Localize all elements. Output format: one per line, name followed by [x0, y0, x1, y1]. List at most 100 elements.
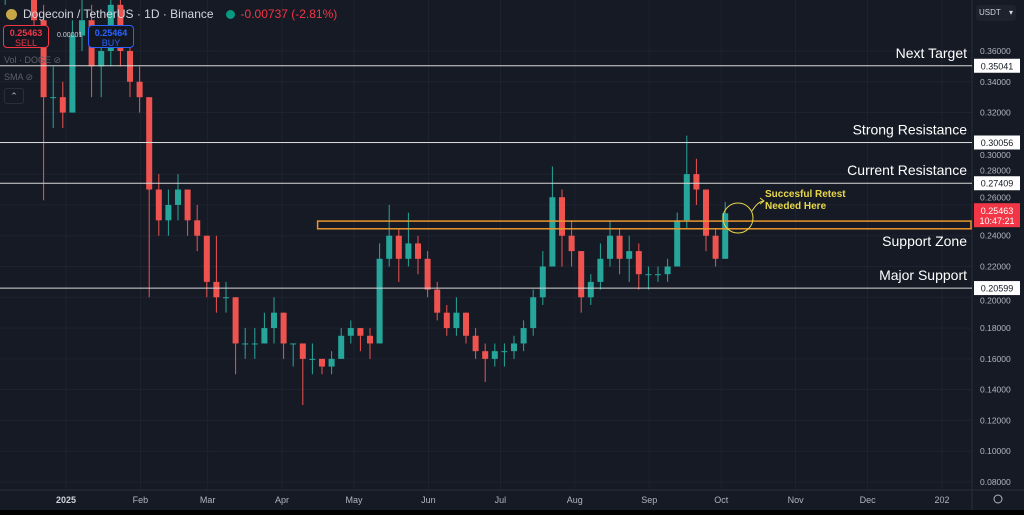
symbol-title[interactable]: Dogecoin / TetherUS · 1D · Binance	[23, 7, 214, 21]
price-tick-label: 0.22000	[980, 262, 1011, 272]
level-label: Major Support	[879, 267, 967, 283]
currency-select[interactable]: USDT ▾	[976, 5, 1016, 21]
candle-body	[251, 343, 258, 345]
time-tick-label: Feb	[133, 495, 149, 505]
candle-body	[655, 274, 661, 276]
candle-body	[645, 274, 652, 276]
buy-button[interactable]: 0.25464 BUY	[88, 25, 134, 48]
volume-indicator[interactable]: Vol · DOGE ⊘	[4, 55, 61, 66]
candle-body	[309, 358, 316, 360]
candle-body	[40, 20, 47, 98]
candle-body	[136, 81, 143, 98]
annotation-text-line2: Needed Here	[765, 201, 827, 212]
level-price-tag	[974, 281, 1020, 296]
level-price-tag-text: 0.35041	[981, 61, 1014, 71]
candle-body	[213, 281, 220, 298]
support-zone-label: Support Zone	[882, 233, 967, 249]
candle-body	[511, 343, 517, 352]
candle-body	[232, 297, 239, 344]
candle-body	[664, 266, 671, 275]
candle-body	[223, 297, 229, 299]
collapse-indicators-button[interactable]: ⌃	[4, 88, 24, 104]
time-tick-label: Mar	[200, 495, 216, 505]
candle-body	[415, 243, 421, 259]
candle-body	[79, 20, 85, 36]
candle-body	[520, 328, 527, 344]
candle-body	[559, 197, 565, 236]
candle-body	[463, 312, 469, 336]
candle-body	[539, 266, 546, 298]
price-tick-label: 0.10000	[980, 446, 1011, 456]
level-price-tag-text: 0.27409	[981, 179, 1014, 189]
sma-indicator[interactable]: SMA ⊘	[4, 72, 33, 83]
candle-body	[386, 235, 393, 259]
dogecoin-logo-icon	[6, 8, 17, 20]
candle-body	[59, 97, 66, 113]
price-tick-label: 0.30000	[980, 150, 1011, 160]
candle-body	[549, 197, 556, 267]
candle-body	[424, 258, 431, 290]
time-tick-label: Nov	[788, 495, 805, 505]
candle-body	[203, 235, 210, 282]
time-tick-label: 2025	[56, 495, 76, 505]
candle-body	[127, 51, 133, 82]
candle-body	[693, 174, 700, 190]
price-tick-label: 0.12000	[980, 415, 1011, 425]
candle-body	[299, 343, 306, 359]
candle-body	[155, 189, 162, 221]
time-tick-label: May	[345, 495, 363, 505]
retest-circle	[722, 202, 754, 234]
eye-hidden-icon[interactable]: ⊘	[25, 72, 34, 82]
candle-body	[165, 204, 172, 221]
candle-body	[261, 328, 268, 344]
candle-body	[405, 243, 412, 259]
candle-body	[319, 358, 325, 367]
volume-indicator-label: Vol · DOGE	[4, 55, 52, 65]
candle-body	[357, 328, 364, 336]
price-tick-label: 0.20000	[980, 296, 1011, 306]
candle-body	[501, 351, 508, 353]
settings-gear-icon[interactable]	[993, 494, 1003, 504]
candle-body	[674, 220, 681, 267]
level-label: Current Resistance	[847, 162, 967, 178]
chart-header: Dogecoin / TetherUS · 1D · Binance -0.00…	[6, 7, 337, 21]
current-price-text: 0.25463	[981, 206, 1014, 216]
price-tick-label: 0.24000	[980, 231, 1011, 241]
sell-label: SELL	[14, 38, 38, 48]
candle-body	[712, 235, 719, 259]
candle-body	[146, 97, 153, 190]
price-tick-label: 0.16000	[980, 354, 1011, 364]
candle-body	[280, 312, 287, 344]
candle-body	[395, 235, 402, 259]
price-tick-label: 0.18000	[980, 323, 1011, 333]
candle-body	[242, 343, 249, 345]
currency-label: USDT	[979, 8, 1001, 17]
candle-body	[290, 343, 297, 345]
time-tick-label: Jul	[495, 495, 507, 505]
price-tick-label: 0.36000	[980, 46, 1011, 56]
candle-body	[69, 35, 76, 113]
level-price-tag-text: 0.20599	[981, 284, 1014, 294]
eye-hidden-icon[interactable]: ⊘	[53, 55, 62, 65]
candle-body	[587, 281, 594, 298]
candle-body	[491, 351, 498, 359]
candle-body	[271, 312, 277, 329]
support-zone-box	[316, 220, 972, 230]
level-price-tag	[974, 135, 1020, 150]
candle-body	[443, 312, 450, 329]
market-open-icon	[225, 9, 235, 19]
time-tick-label: Oct	[714, 495, 729, 505]
sma-indicator-label: SMA	[4, 72, 24, 82]
candle-body	[626, 251, 633, 259]
candle-body	[683, 174, 690, 221]
arrow-icon	[751, 197, 765, 212]
sell-price: 0.25463	[9, 28, 43, 38]
candle-body	[482, 351, 489, 359]
candle-body	[194, 220, 201, 236]
candle-body	[568, 235, 575, 252]
sell-button[interactable]: 0.25463 SELL	[3, 25, 49, 48]
candle-body	[635, 251, 642, 275]
candle-body	[597, 258, 604, 282]
